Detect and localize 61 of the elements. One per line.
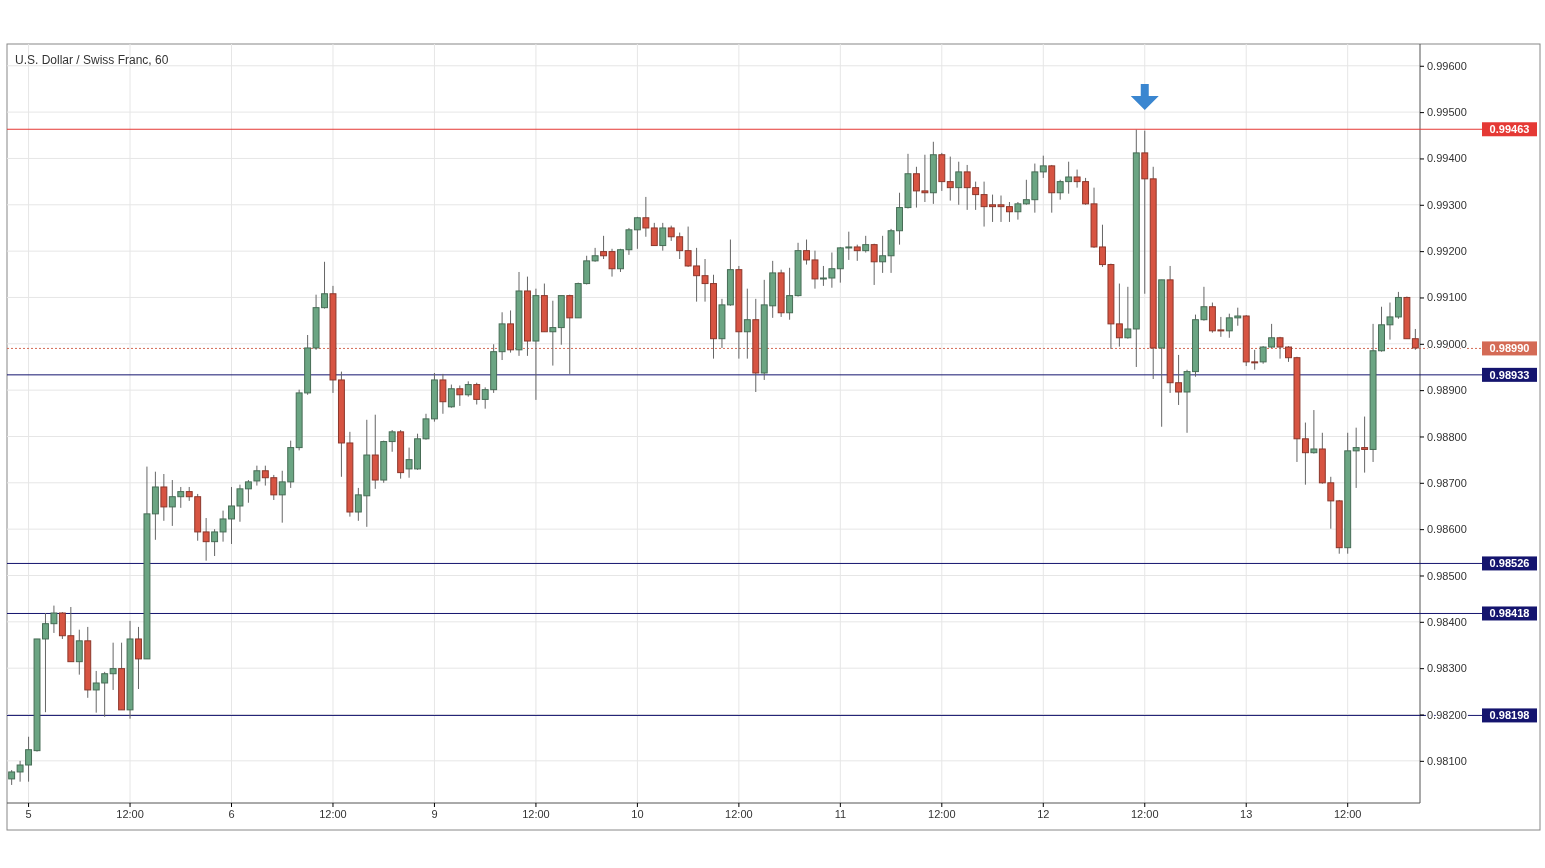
x-tick-label: 12:00 bbox=[928, 807, 956, 820]
candlestick bbox=[388, 429, 396, 453]
y-tick-label: 0.99000 bbox=[1427, 337, 1467, 350]
candlestick bbox=[1124, 286, 1132, 340]
ref-line-label: 0.98198 bbox=[1489, 709, 1530, 722]
y-tick-label: 0.99500 bbox=[1427, 106, 1467, 119]
candlestick bbox=[447, 384, 455, 409]
candlestick bbox=[659, 222, 667, 252]
x-tick-label: 12 bbox=[1037, 807, 1050, 820]
y-tick-label: 0.99100 bbox=[1427, 291, 1467, 304]
x-tick-label: 10 bbox=[631, 807, 644, 820]
y-tick-label: 0.98700 bbox=[1427, 476, 1467, 489]
x-tick-label: 12:00 bbox=[116, 807, 144, 820]
candlestick bbox=[1361, 416, 1369, 474]
ref-line-label: 0.98418 bbox=[1489, 607, 1530, 620]
text: U.S. Dollar / Swiss Franc, 60 bbox=[15, 53, 169, 67]
candlestick bbox=[75, 629, 83, 676]
y-tick-label: 0.99200 bbox=[1427, 245, 1467, 258]
candlestick bbox=[591, 247, 599, 263]
candlestick bbox=[439, 373, 447, 415]
ref-line-label: 0.99463 bbox=[1489, 123, 1530, 136]
candlestick bbox=[549, 300, 557, 367]
ref-line-label: 0.98990 bbox=[1489, 342, 1530, 355]
y-tick-label: 0.99400 bbox=[1427, 152, 1467, 165]
x-tick-label: 12:00 bbox=[725, 807, 753, 820]
y-tick-label: 0.98500 bbox=[1427, 569, 1467, 582]
candlestick bbox=[473, 382, 481, 405]
candlestick bbox=[1310, 409, 1318, 455]
y-tick-label: 0.98400 bbox=[1427, 615, 1467, 628]
x-tick-label: 9 bbox=[431, 807, 438, 820]
y-tick-label: 0.98100 bbox=[1427, 754, 1467, 767]
candlestick bbox=[1039, 155, 1047, 179]
candlestick bbox=[160, 473, 168, 522]
candlestick bbox=[135, 626, 142, 690]
x-tick-label: 13 bbox=[1240, 807, 1253, 820]
y-tick-label: 0.99600 bbox=[1427, 59, 1467, 72]
candlestick bbox=[955, 161, 963, 206]
ref-line-label: 0.98933 bbox=[1489, 368, 1530, 381]
candlestick bbox=[1352, 427, 1360, 489]
x-tick-label: 5 bbox=[25, 807, 32, 820]
y-tick-label: 0.98900 bbox=[1427, 384, 1467, 397]
candlestick bbox=[870, 243, 878, 286]
ref-line-label: 0.98526 bbox=[1489, 557, 1530, 570]
candlestick bbox=[743, 288, 751, 360]
candlestick bbox=[202, 517, 210, 562]
candlestick bbox=[642, 196, 650, 238]
x-tick-label: 12:00 bbox=[522, 807, 550, 820]
candlestick bbox=[109, 642, 117, 691]
candlestick bbox=[456, 385, 464, 407]
x-tick-label: 6 bbox=[228, 807, 235, 820]
y-tick-label: 0.98300 bbox=[1427, 662, 1467, 675]
y-tick-label: 0.98600 bbox=[1427, 523, 1467, 536]
candlestick bbox=[650, 222, 658, 247]
y-tick-label: 0.99300 bbox=[1427, 198, 1467, 211]
y-tick-label: 0.98800 bbox=[1427, 430, 1467, 443]
candlestick bbox=[946, 156, 954, 202]
x-tick-label: 12:00 bbox=[319, 807, 347, 820]
x-tick-label: 12:00 bbox=[1333, 807, 1362, 820]
x-tick-label: 12:00 bbox=[1130, 807, 1159, 820]
candlestick bbox=[566, 294, 574, 375]
x-tick-label: 11 bbox=[834, 807, 847, 820]
